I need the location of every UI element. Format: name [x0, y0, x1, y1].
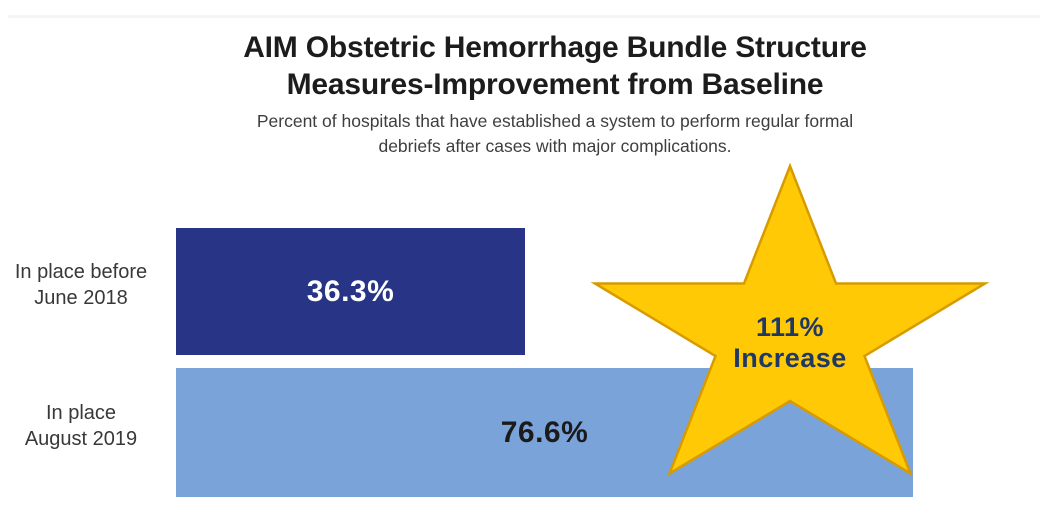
chart-title-line1: AIM Obstetric Hemorrhage Bundle Structur… — [243, 31, 867, 64]
chart-subtitle-line2: debriefs after cases with major complica… — [378, 136, 732, 156]
star-svg — [590, 162, 990, 477]
chart-title-line2: Measures-Improvement from Baseline — [286, 68, 824, 101]
bar-before-june-2018: 36.3% — [176, 228, 525, 355]
category-label-june-2018: In place before June 2018 — [14, 261, 148, 309]
star-icon — [585, 156, 995, 481]
chart-header: AIM Obstetric Hemorrhage Bundle Structur… — [55, 29, 1055, 159]
top-divider — [8, 15, 1040, 18]
chart-title: AIM Obstetric Hemorrhage Bundle Structur… — [55, 29, 1055, 103]
increase-annotation-line2: Increase — [733, 343, 847, 373]
chart-subtitle: Percent of hospitals that have establish… — [55, 109, 1055, 159]
category-label-august-2019: In place August 2019 — [24, 402, 138, 450]
increase-annotation-line1: 111% — [755, 312, 825, 342]
value-label-76-6: 76.6% — [500, 415, 589, 449]
value-label-36-3: 36.3% — [306, 274, 395, 308]
chart-subtitle-line1: Percent of hospitals that have establish… — [256, 111, 854, 131]
increase-annotation: 111% Increase — [690, 312, 890, 374]
